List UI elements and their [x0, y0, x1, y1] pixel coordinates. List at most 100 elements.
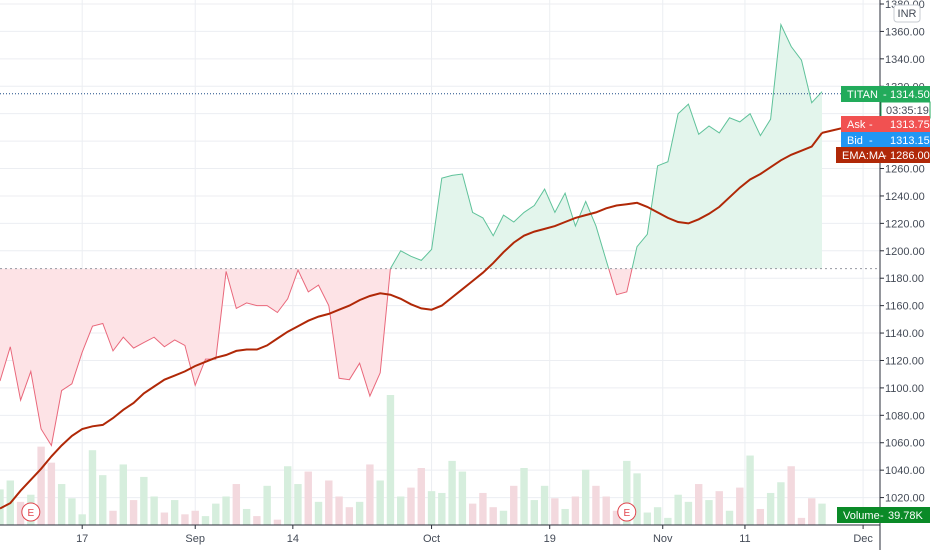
countdown-badge: 03:35:19	[880, 101, 931, 119]
volume-bar	[561, 508, 569, 525]
volume-bar	[438, 492, 446, 525]
volume-bar	[57, 484, 66, 525]
y-tick-label: 1360.00	[885, 26, 925, 38]
volume-bar	[314, 501, 323, 525]
volume-bar	[489, 507, 497, 525]
volume-bar	[592, 485, 600, 525]
volume-bar	[623, 460, 631, 525]
volume-bar	[458, 471, 467, 525]
volume-bar	[787, 466, 795, 525]
volume-value: 39.78K	[888, 510, 924, 522]
currency-label: INR	[898, 8, 917, 20]
volume-bar	[191, 510, 199, 525]
ema-dash: -	[883, 150, 887, 162]
volume-bar	[201, 516, 210, 525]
volume-bar	[510, 485, 518, 525]
volume-bar	[705, 500, 713, 525]
ema-value: 1286.00	[890, 150, 930, 162]
volume-bar	[284, 466, 292, 525]
last-price-dash: -	[883, 89, 887, 101]
volume-bar	[653, 507, 662, 525]
time-axis[interactable]: 17 Sep 14 Oct 19 Nov 11 Dec	[76, 525, 873, 545]
ask-label: Ask	[847, 119, 866, 131]
volume-bar	[78, 514, 86, 525]
x-tick-label: Nov	[653, 533, 673, 545]
volume-bar	[242, 508, 251, 525]
volume-bar	[612, 510, 621, 525]
volume-bar	[808, 498, 816, 525]
y-tick-label: 1220.00	[885, 218, 925, 230]
ask-value: 1313.75	[890, 119, 930, 131]
volume-bar	[335, 496, 343, 525]
volume-bar	[109, 510, 117, 525]
x-tick-label: 17	[76, 533, 88, 545]
ema-badge: EMA:MA - 1286.00	[836, 147, 930, 163]
x-tick-label: Oct	[423, 533, 440, 545]
area-fill-up	[0, 24, 822, 269]
last-price-value: 1314.50	[890, 89, 930, 101]
y-tick-label: 1100.00	[885, 383, 924, 395]
volume-bar	[325, 480, 333, 525]
volume-bar	[181, 514, 189, 525]
x-tick-label: Sep	[185, 533, 205, 545]
last-price-badge: TITAN - 1314.50	[841, 86, 930, 102]
y-tick-label: 1180.00	[885, 273, 924, 285]
x-tick-label: Dec	[853, 533, 873, 545]
volume-bar	[633, 473, 641, 525]
volume-bar	[273, 519, 282, 525]
volume-bar	[664, 517, 672, 525]
volume-bar	[68, 498, 76, 525]
volume-bar	[530, 500, 538, 525]
volume-bar	[818, 503, 826, 525]
ask-dash: -	[869, 119, 873, 131]
volume-bar	[407, 487, 415, 525]
volume-bar	[99, 475, 107, 525]
ema-label: EMA:MA	[842, 150, 886, 162]
volume-bar	[581, 469, 590, 525]
volume-bar	[140, 476, 148, 525]
volume-bar	[695, 484, 703, 525]
volume-bar	[263, 485, 271, 525]
volume-bar	[499, 510, 508, 525]
earnings-marker-label: E	[623, 508, 630, 519]
volume-bar	[16, 501, 25, 525]
y-tick-label: 1140.00	[885, 328, 924, 340]
baseline-area	[0, 22, 823, 447]
volume-bar	[766, 492, 775, 525]
earnings-marker-icon	[21, 502, 41, 522]
ema-line	[0, 132, 823, 510]
volume-bar	[746, 455, 754, 525]
price-line-up	[389, 22, 823, 269]
y-tick-label: 1200.00	[885, 246, 925, 258]
currency-button[interactable]: INR	[893, 4, 921, 23]
x-tick-label: 11	[739, 533, 750, 545]
y-tick-label: 1120.00	[885, 355, 924, 367]
volume-dash: -	[880, 510, 884, 522]
x-tick-label: 19	[544, 533, 556, 545]
volume-bar	[366, 464, 374, 525]
bid-dash: -	[869, 135, 873, 147]
volume-bar	[725, 510, 734, 525]
volume-bar	[468, 503, 477, 525]
y-tick-label: 1020.00	[885, 493, 925, 505]
volume-bar	[376, 480, 384, 525]
volume-bar	[736, 487, 744, 525]
volume-bar	[160, 512, 169, 525]
ask-badge: Ask - 1313.75	[841, 116, 930, 132]
volume-bar	[345, 507, 354, 525]
volume-bar	[777, 482, 785, 525]
volume-bar	[479, 492, 487, 525]
countdown-value: 03:35:19	[886, 105, 929, 117]
y-tick-label: 1040.00	[885, 465, 925, 477]
volume-bar	[212, 503, 220, 525]
volume-bar	[88, 450, 97, 525]
price-line-down	[0, 268, 633, 447]
volume-bar	[129, 500, 138, 525]
y-tick-label: 1240.00	[885, 191, 925, 203]
volume-badge: Volume - 39.78K	[837, 507, 930, 523]
earnings-marker-label: E	[27, 508, 34, 519]
volume-bar	[150, 496, 158, 525]
